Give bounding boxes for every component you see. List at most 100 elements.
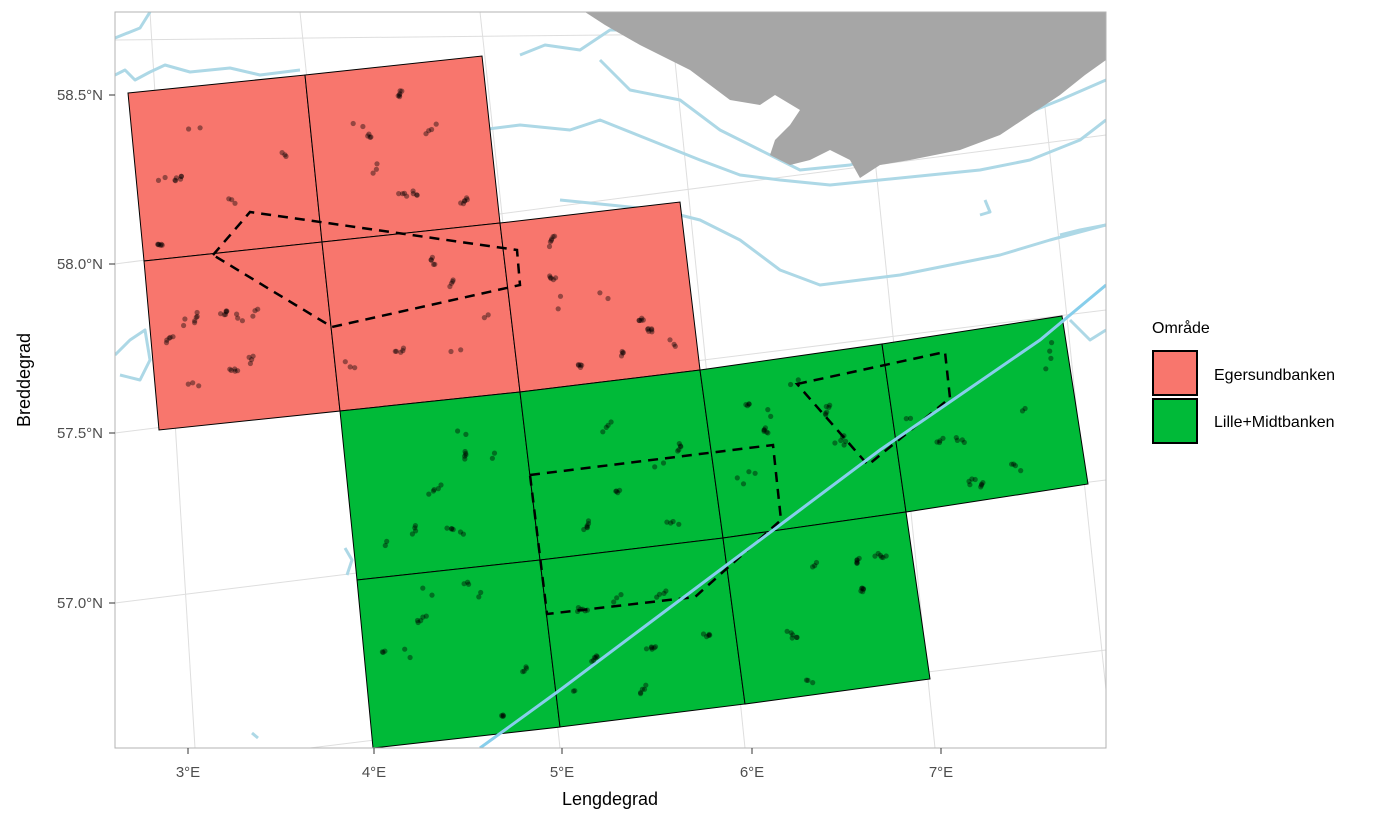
sample-point (455, 428, 461, 434)
sample-point (645, 326, 651, 332)
sample-point (651, 645, 657, 651)
sample-point (552, 233, 558, 239)
sample-point (790, 632, 796, 638)
sample-point (1018, 468, 1024, 474)
sample-point (860, 586, 867, 592)
grid-square-lille-midtbanken (722, 511, 931, 705)
sample-point (605, 295, 611, 302)
sample-point (813, 559, 820, 566)
sample-point (860, 589, 866, 595)
sample-point (810, 680, 816, 686)
sample-point (462, 198, 468, 204)
sample-point (592, 655, 599, 661)
sample-point (577, 362, 584, 368)
sample-point (577, 364, 584, 370)
sample-point (547, 275, 554, 281)
sample-point (589, 658, 595, 664)
sample-point (433, 121, 439, 127)
sample-point (854, 557, 860, 563)
sample-point (603, 424, 609, 430)
sample-point (410, 188, 416, 194)
sample-point (597, 290, 603, 296)
sample-point (636, 317, 642, 324)
sample-point (172, 178, 179, 184)
sample-point (463, 452, 469, 458)
sample-point (823, 403, 829, 410)
depth-contour (115, 328, 152, 382)
y-axis-ticks (109, 94, 115, 604)
sample-point (407, 654, 413, 661)
sample-point (397, 91, 403, 97)
sample-point (448, 348, 454, 355)
sample-point (402, 646, 408, 652)
sample-point (249, 357, 255, 363)
sample-point (824, 409, 830, 415)
sample-point (579, 362, 585, 368)
sample-point (460, 201, 466, 207)
sample-point (458, 200, 464, 206)
sample-point (823, 412, 829, 418)
sample-point (547, 239, 554, 245)
sample-point (856, 555, 862, 562)
x-tick-label-3e: 3°E (176, 764, 200, 781)
sample-point (768, 413, 774, 419)
sample-point (961, 439, 967, 445)
sample-point (663, 588, 669, 594)
sample-point (746, 469, 752, 475)
sample-point (457, 529, 464, 535)
sample-point (404, 193, 410, 199)
sample-point (649, 326, 655, 332)
sample-point (374, 161, 380, 167)
meridian-8e (1034, 12, 1106, 691)
sample-point (432, 261, 438, 267)
sample-point (743, 402, 749, 408)
boundary-egersundbanken (211, 210, 522, 329)
sample-point (478, 589, 484, 596)
sample-point (450, 277, 456, 283)
sample-point (649, 327, 655, 333)
x-tick-label-7e: 7°E (929, 764, 953, 781)
sample-point (279, 150, 285, 156)
sample-point (420, 614, 426, 620)
sample-points (155, 88, 1055, 720)
sample-point (252, 308, 258, 314)
sample-point (661, 590, 667, 597)
sample-point (613, 488, 619, 494)
sample-point (903, 416, 909, 422)
sample-point (676, 441, 682, 447)
sample-point (585, 518, 592, 524)
sample-point (190, 380, 196, 386)
sample-point (980, 480, 986, 486)
sample-point (578, 606, 584, 612)
sample-point (643, 682, 649, 688)
sample-point (366, 131, 372, 137)
sample-point (250, 353, 256, 359)
depth-contour (251, 731, 259, 740)
sample-point (940, 435, 946, 441)
sample-point (580, 606, 586, 612)
sample-point (734, 475, 740, 481)
sample-point (972, 476, 978, 483)
land-norway (585, 12, 1106, 178)
sample-point (368, 134, 374, 140)
y-axis-title: Breddegrad (14, 333, 34, 427)
y-tick-label-58-0: 58.0°N (57, 256, 103, 273)
sample-point (761, 427, 767, 433)
sample-point (584, 607, 591, 613)
sample-point (761, 427, 767, 433)
sample-point (380, 649, 386, 656)
sample-point (765, 430, 771, 436)
sample-point (232, 366, 238, 372)
sample-point (611, 599, 617, 605)
sample-point (466, 581, 472, 587)
sample-point (461, 581, 467, 587)
sample-point (840, 434, 846, 440)
sample-point (557, 293, 564, 299)
sample-point (546, 243, 553, 250)
sample-point (744, 403, 751, 409)
sample-point (197, 125, 203, 131)
sample-point (415, 619, 421, 626)
sample-point (618, 592, 624, 598)
sample-point (429, 592, 435, 598)
sample-point (255, 306, 261, 312)
